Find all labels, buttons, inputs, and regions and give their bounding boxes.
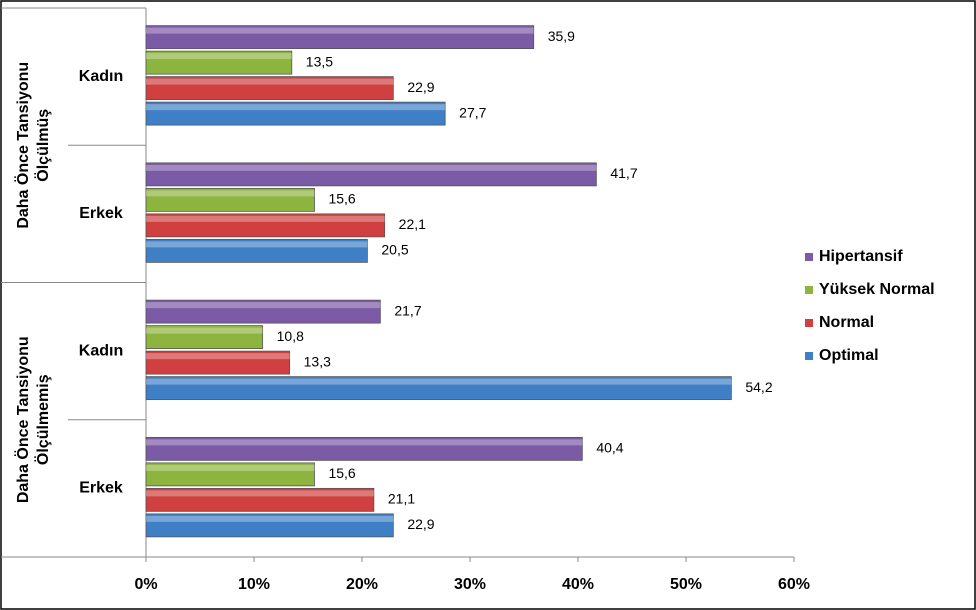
bar bbox=[145, 513, 394, 538]
bar bbox=[145, 25, 535, 50]
x-tick-label: 20% bbox=[346, 576, 378, 593]
legend-swatch bbox=[805, 286, 813, 294]
legend-label: Hipertansif bbox=[819, 248, 903, 265]
bar-highlight bbox=[146, 241, 368, 248]
bar-highlight bbox=[146, 164, 597, 171]
value-label: 41,7 bbox=[610, 165, 637, 181]
value-label: 13,3 bbox=[304, 353, 331, 369]
bar-highlight bbox=[146, 104, 446, 111]
legend-label: Normal bbox=[819, 314, 874, 331]
group-label: Ölçülmüş bbox=[33, 109, 52, 182]
x-tick-label: 60% bbox=[778, 576, 810, 593]
x-tick-label: 50% bbox=[670, 576, 702, 593]
bar-highlight bbox=[146, 353, 290, 360]
bar-highlight bbox=[146, 302, 381, 309]
x-tick-label: 40% bbox=[562, 576, 594, 593]
value-label: 22,9 bbox=[407, 516, 434, 532]
value-label: 21,1 bbox=[388, 491, 415, 507]
value-label: 22,9 bbox=[407, 79, 434, 95]
value-label: 15,6 bbox=[328, 465, 355, 481]
category-label: Erkek bbox=[79, 205, 123, 222]
value-label: 20,5 bbox=[381, 242, 408, 258]
category-label: Kadın bbox=[79, 68, 123, 85]
bar bbox=[145, 376, 732, 401]
bar-highlight bbox=[146, 190, 315, 197]
bar bbox=[145, 462, 315, 487]
value-label: 15,6 bbox=[328, 191, 355, 207]
bar-highlight bbox=[146, 378, 732, 385]
bar bbox=[145, 50, 293, 75]
bar-highlight bbox=[146, 78, 394, 85]
bar bbox=[145, 350, 291, 375]
value-label: 35,9 bbox=[548, 28, 575, 44]
x-tick-label: 10% bbox=[238, 576, 270, 593]
bar-highlight bbox=[146, 27, 534, 34]
value-label: 54,2 bbox=[745, 379, 772, 395]
bar-highlight bbox=[146, 490, 374, 497]
bar-highlight bbox=[146, 53, 292, 60]
value-label: 13,5 bbox=[306, 53, 333, 69]
category-label: Kadın bbox=[79, 342, 123, 359]
bar-highlight bbox=[146, 515, 394, 522]
value-label: 21,7 bbox=[394, 302, 421, 318]
bar bbox=[145, 487, 375, 512]
bar bbox=[145, 76, 394, 101]
value-label: 40,4 bbox=[596, 440, 623, 456]
bar bbox=[145, 187, 315, 212]
bar-highlight bbox=[146, 215, 385, 222]
value-label: 27,7 bbox=[459, 104, 486, 120]
category-label: Erkek bbox=[79, 480, 123, 497]
bar bbox=[145, 213, 386, 238]
bar bbox=[145, 101, 446, 126]
bar bbox=[145, 238, 368, 263]
group-label: Ölçülmemiş bbox=[33, 374, 52, 465]
bar bbox=[145, 299, 381, 324]
bar-highlight bbox=[146, 439, 583, 446]
bar-highlight bbox=[146, 464, 315, 471]
legend-swatch bbox=[805, 319, 813, 327]
x-tick-label: 30% bbox=[454, 576, 486, 593]
legend-label: Optimal bbox=[819, 347, 879, 364]
legend-swatch bbox=[805, 352, 813, 360]
x-tick-label: 0% bbox=[134, 576, 157, 593]
group-label: Daha Önce Tansiyonu bbox=[13, 336, 32, 503]
group-label: Daha Önce Tansiyonu bbox=[13, 62, 32, 229]
legend-label: Yüksek Normal bbox=[819, 281, 935, 298]
value-label: 10,8 bbox=[277, 328, 304, 344]
bar bbox=[145, 436, 583, 461]
legend-swatch bbox=[805, 253, 813, 261]
bar bbox=[145, 325, 264, 350]
bar bbox=[145, 162, 597, 187]
value-label: 22,1 bbox=[399, 216, 426, 232]
bar-highlight bbox=[146, 327, 263, 334]
